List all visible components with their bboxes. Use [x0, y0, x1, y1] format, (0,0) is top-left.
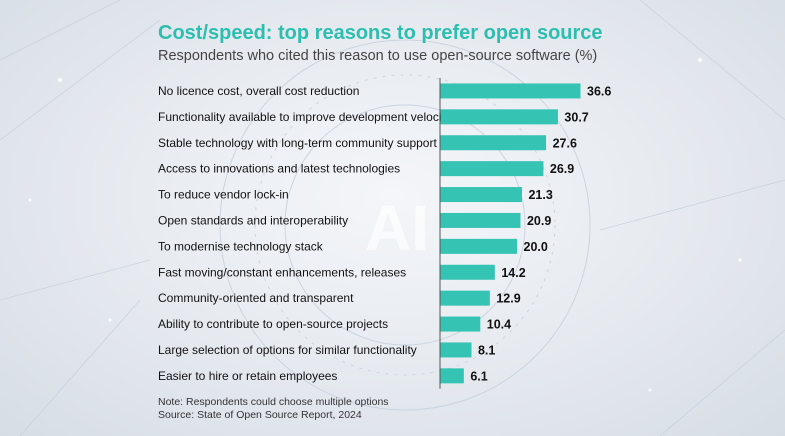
category-label: Stable technology with long-term communi…: [158, 136, 437, 150]
value-label: 10.4: [487, 318, 511, 332]
category-label: To modernise technology stack: [158, 239, 324, 253]
bar: [440, 83, 581, 99]
category-label: Open standards and interoperability: [158, 213, 348, 227]
bar: [440, 290, 490, 306]
value-label: 20.9: [527, 214, 551, 228]
value-label: 6.1: [470, 369, 487, 383]
value-label: 21.3: [528, 188, 552, 202]
value-label: 27.6: [553, 136, 577, 150]
category-label: No licence cost, overall cost reduction: [158, 84, 359, 98]
footnote: Note: Respondents could choose multiple …: [158, 396, 389, 422]
bar: [440, 161, 544, 177]
category-label: Functionality available to improve devel…: [158, 110, 451, 124]
value-label: 20.0: [524, 240, 548, 254]
category-label: Easier to hire or retain employees: [158, 369, 337, 383]
bar: [440, 264, 495, 280]
note-text: Note: Respondents could choose multiple …: [158, 396, 389, 408]
bar: [440, 342, 472, 358]
category-label: To reduce vendor lock-in: [158, 188, 289, 202]
value-label: 26.9: [550, 162, 574, 176]
source-text: Source: State of Open Source Report, 202…: [158, 409, 362, 421]
watermark-text: AI: [365, 192, 429, 264]
bar: [440, 109, 558, 125]
category-label: Large selection of options for similar f…: [158, 343, 417, 357]
value-label: 14.2: [501, 266, 525, 280]
value-label: 12.9: [496, 292, 520, 306]
value-label: 36.6: [587, 84, 611, 98]
category-label: Community-oriented and transparent: [158, 291, 354, 305]
bar: [440, 187, 522, 203]
value-label: 30.7: [564, 110, 588, 124]
category-label: Ability to contribute to open-source pro…: [158, 317, 388, 331]
category-label: Fast moving/constant enhancements, relea…: [158, 265, 406, 279]
bar: [440, 238, 518, 254]
bar: [440, 316, 481, 332]
category-label: Access to innovations and latest technol…: [158, 162, 400, 176]
chart-title: Cost/speed: top reasons to prefer open s…: [158, 22, 603, 44]
chart-subtitle: Respondents who cited this reason to use…: [158, 48, 598, 64]
bar: [440, 135, 547, 151]
bar: [440, 212, 521, 228]
value-label: 8.1: [478, 343, 495, 357]
bar: [440, 368, 464, 384]
